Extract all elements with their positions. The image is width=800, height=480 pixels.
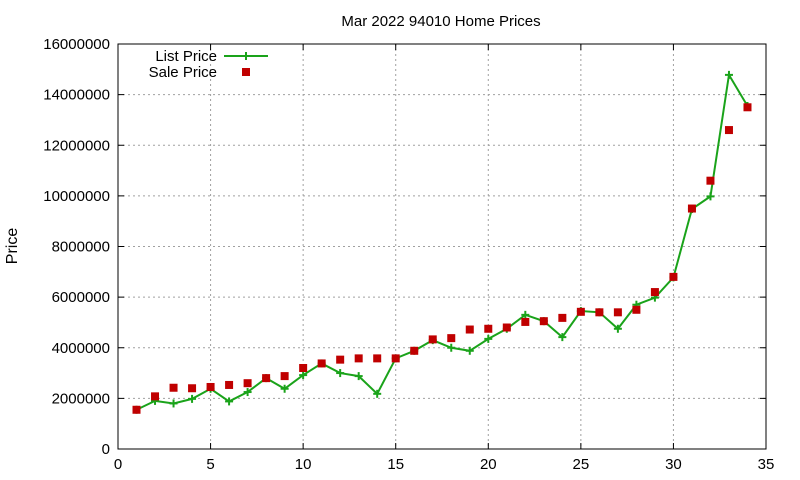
y-tick-label: 12000000	[43, 137, 110, 154]
y-axis-label: Price	[4, 228, 21, 265]
x-tick-label: 35	[758, 456, 775, 473]
legend-list-price-sample	[224, 52, 268, 60]
list-price-point	[373, 389, 382, 398]
sale-price-point	[151, 392, 160, 401]
sale-price-point	[447, 334, 456, 343]
x-tick-label: 20	[480, 456, 497, 473]
list-price-point	[169, 399, 178, 408]
x-tick-label: 15	[387, 456, 404, 473]
x-tick-label: 0	[114, 456, 122, 473]
y-tick-label: 6000000	[52, 289, 110, 306]
sale-price-point	[613, 308, 622, 317]
list-price-point	[354, 372, 363, 381]
sale-price-point	[632, 305, 641, 314]
list-price-point	[706, 192, 715, 201]
list-price-point	[558, 333, 567, 342]
chart-title: Mar 2022 94010 Home Prices	[341, 13, 540, 30]
sale-price-point	[132, 405, 141, 414]
y-tick-label: 0	[102, 441, 110, 458]
grid	[118, 44, 766, 449]
series	[132, 70, 752, 414]
y-tick-label: 14000000	[43, 87, 110, 104]
sale-price-point	[724, 126, 733, 135]
sale-price-point	[521, 317, 530, 326]
sale-price-point	[169, 383, 178, 392]
x-tick-label: 25	[573, 456, 590, 473]
sale-price-point	[558, 313, 567, 322]
list-price-point	[243, 388, 252, 397]
y-tick-label: 4000000	[52, 340, 110, 357]
sale-price-point	[502, 323, 511, 332]
list-price-point	[613, 324, 622, 333]
sale-price-point	[317, 359, 326, 368]
sale-price-point	[465, 325, 474, 334]
y-tick-label: 16000000	[43, 36, 110, 53]
y-tick-label: 2000000	[52, 390, 110, 407]
sale-price-point	[669, 272, 678, 281]
legend-list-price-label: List Price	[155, 48, 217, 65]
list-price-point	[188, 394, 197, 403]
list-price-line	[136, 71, 749, 411]
list-price-point	[225, 397, 234, 406]
sale-price-point	[484, 324, 493, 333]
sale-price-point	[188, 384, 197, 393]
sale-price-point	[539, 317, 548, 326]
legend: List Price Sale Price	[149, 48, 268, 81]
legend-sale-price-sample	[242, 68, 250, 76]
list-price-point	[299, 371, 308, 380]
list-price-point	[484, 334, 493, 343]
sale-price-point	[687, 204, 696, 213]
sale-price-point	[262, 374, 271, 383]
sale-price-point	[225, 380, 234, 389]
sale-price-point	[299, 364, 308, 372]
sale-price-point	[354, 354, 363, 363]
list-price-point	[465, 346, 474, 355]
x-tick-label: 10	[295, 456, 312, 473]
axis-ticks: 0 5 10 15 20 25 30 35 0 2000000 4000000 6000000 8000…	[43, 36, 774, 473]
sale-price-point	[280, 372, 289, 381]
legend-sale-price-label: Sale Price	[149, 64, 217, 81]
x-tick-label: 30	[665, 456, 682, 473]
sale-price-point	[650, 288, 659, 297]
sale-price-point	[576, 307, 585, 316]
sale-price-point	[595, 308, 604, 317]
list-price-point	[280, 384, 289, 393]
legend-sale-marker	[242, 68, 250, 76]
sale-price-point	[243, 379, 252, 388]
sale-price-point	[336, 355, 345, 364]
sale-price-point	[706, 176, 715, 185]
list-price-point	[336, 369, 345, 378]
sale-price-point	[410, 346, 419, 355]
list-price-point	[724, 70, 733, 79]
sale-price-point	[206, 382, 215, 391]
y-tick-label: 10000000	[43, 188, 110, 205]
list-price-point	[521, 310, 530, 319]
sale-price-point	[743, 103, 752, 112]
sale-price-point	[391, 354, 400, 363]
sale-price-point	[373, 354, 382, 363]
list-price-point	[447, 343, 456, 352]
y-tick-label: 8000000	[52, 239, 110, 256]
sale-price-point	[428, 335, 437, 344]
x-tick-label: 5	[206, 456, 214, 473]
